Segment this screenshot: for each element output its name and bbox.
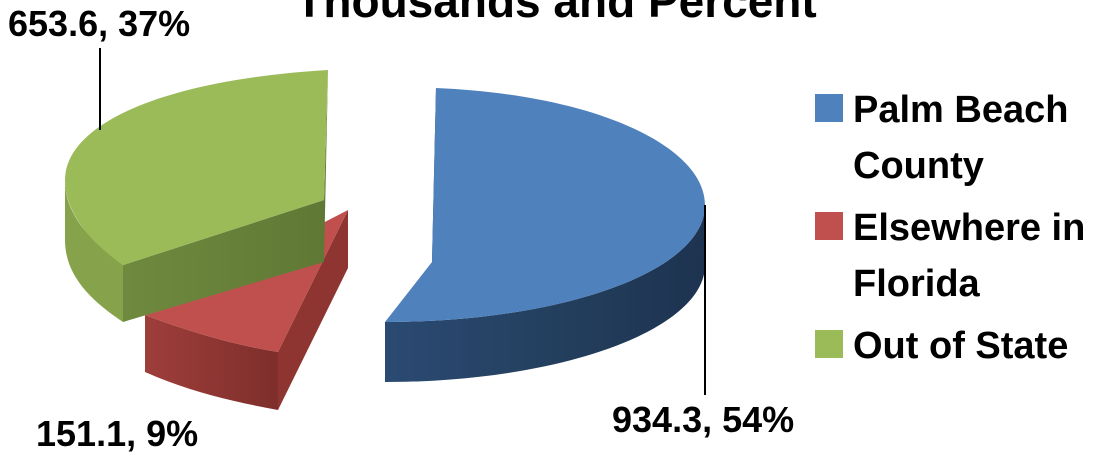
chart-title: Thousands and Percent xyxy=(295,0,817,27)
slice-palm-beach-county xyxy=(385,88,705,382)
legend-swatch-palm-beach-county xyxy=(815,94,843,122)
legend-label-elsewhere-in-florida: Elsewhere in Florida xyxy=(853,207,1086,305)
legend-label-palm-beach-county: Palm Beach County xyxy=(853,89,1069,187)
slice-out-of-state xyxy=(65,70,328,322)
slice-out-of-state-top xyxy=(65,70,328,265)
slice-palm-beach-county-top xyxy=(385,88,705,322)
data-label-palm-beach-county: 934.3, 54% xyxy=(612,399,794,440)
legend-swatch-out-of-state xyxy=(815,330,843,358)
legend-item-out-of-state: Out of State xyxy=(815,318,1105,374)
slice-out-of-state-cut xyxy=(123,70,328,322)
legend-item-palm-beach-county: Palm Beach County xyxy=(815,82,1105,194)
slice-elsewhere-in-florida-side xyxy=(145,315,278,410)
legend-label-out-of-state: Out of State xyxy=(853,325,1069,367)
data-label-out-of-state: 653.6, 37% xyxy=(8,3,190,44)
slice-palm-beach-county-side xyxy=(385,205,705,382)
data-label-elsewhere-in-florida: 151.1, 9% xyxy=(36,413,198,454)
slice-elsewhere-in-florida-side-right xyxy=(278,210,348,410)
slice-out-of-state-side xyxy=(65,180,123,322)
legend: Palm Beach County Elsewhere in Florida O… xyxy=(815,82,1105,380)
legend-item-elsewhere-in-florida: Elsewhere in Florida xyxy=(815,200,1105,312)
legend-swatch-elsewhere-in-florida xyxy=(815,212,843,240)
